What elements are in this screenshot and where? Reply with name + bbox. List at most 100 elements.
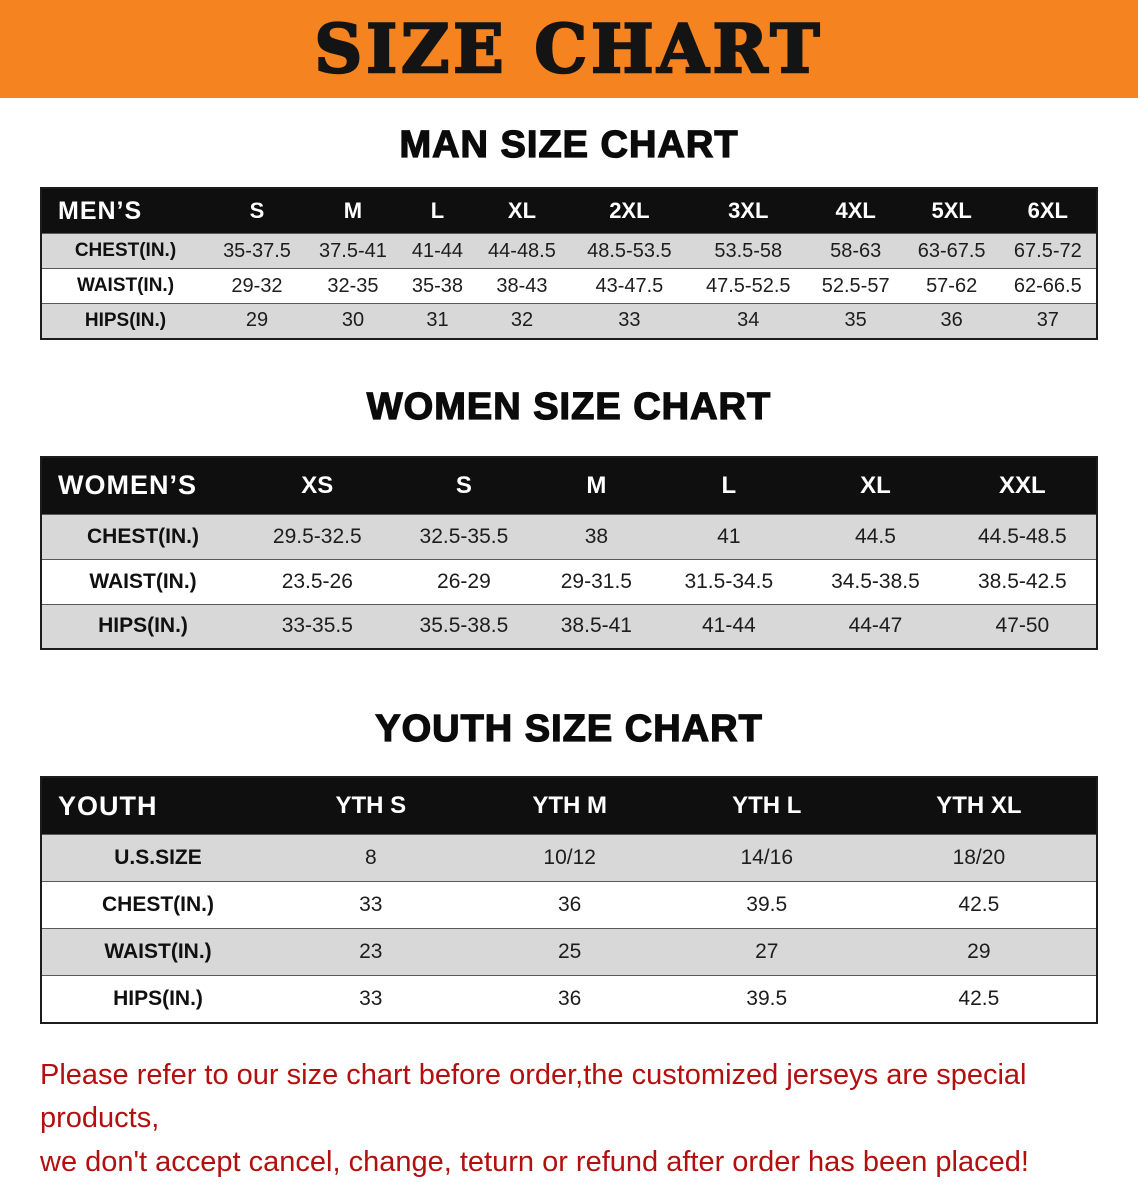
size-value-cell: 33 — [274, 882, 468, 929]
column-header: 5XL — [904, 188, 1000, 234]
size-value-cell: 29.5-32.5 — [244, 514, 391, 559]
row-label: WAIST(IN.) — [41, 559, 244, 604]
row-label: CHEST(IN.) — [41, 514, 244, 559]
size-value-cell: 29-32 — [209, 269, 305, 304]
column-header: YTH L — [672, 777, 862, 835]
table-title-cell: WOMEN’S — [41, 457, 244, 515]
row-label: WAIST(IN.) — [41, 929, 274, 976]
disclaimer-note: Please refer to our size chart before or… — [40, 1054, 1102, 1184]
row-label: HIPS(IN.) — [41, 976, 274, 1023]
size-value-cell: 31 — [401, 304, 474, 339]
column-header: YTH XL — [862, 777, 1097, 835]
size-value-cell: 29 — [209, 304, 305, 339]
size-value-cell: 62-66.5 — [1000, 269, 1097, 304]
size-value-cell: 31.5-34.5 — [656, 559, 803, 604]
size-value-cell: 58-63 — [808, 234, 904, 269]
size-value-cell: 34 — [689, 304, 808, 339]
size-value-cell: 36 — [468, 976, 672, 1023]
size-value-cell: 38.5-41 — [537, 604, 655, 649]
disclaimer-line-1: Please refer to our size chart before or… — [40, 1054, 1102, 1141]
size-value-cell: 33 — [570, 304, 689, 339]
row-label: U.S.SIZE — [41, 835, 274, 882]
size-value-cell: 35.5-38.5 — [391, 604, 538, 649]
youth-section-heading: YOUTH SIZE CHART — [0, 708, 1138, 751]
column-header: L — [656, 457, 803, 515]
size-value-cell: 52.5-57 — [808, 269, 904, 304]
size-value-cell: 29-31.5 — [537, 559, 655, 604]
size-value-cell: 63-67.5 — [904, 234, 1000, 269]
size-value-cell: 36 — [904, 304, 1000, 339]
size-value-cell: 26-29 — [391, 559, 538, 604]
column-header: 4XL — [808, 188, 904, 234]
size-value-cell: 47-50 — [949, 604, 1097, 649]
size-value-cell: 14/16 — [672, 835, 862, 882]
size-value-cell: 44-47 — [802, 604, 949, 649]
size-value-cell: 57-62 — [904, 269, 1000, 304]
size-value-cell: 32-35 — [305, 269, 401, 304]
size-value-cell: 25 — [468, 929, 672, 976]
size-value-cell: 44.5 — [802, 514, 949, 559]
size-value-cell: 32 — [474, 304, 570, 339]
men-section-heading: MAN SIZE CHART — [0, 124, 1138, 167]
column-header: S — [391, 457, 538, 515]
row-label: CHEST(IN.) — [41, 882, 274, 929]
size-chart-banner: SIZE CHART — [0, 0, 1138, 98]
size-value-cell: 38-43 — [474, 269, 570, 304]
size-value-cell: 39.5 — [672, 882, 862, 929]
size-value-cell: 41-44 — [656, 604, 803, 649]
size-value-cell: 37 — [1000, 304, 1097, 339]
size-value-cell: 35 — [808, 304, 904, 339]
size-value-cell: 30 — [305, 304, 401, 339]
size-value-cell: 38 — [537, 514, 655, 559]
size-value-cell: 35-38 — [401, 269, 474, 304]
size-value-cell: 34.5-38.5 — [802, 559, 949, 604]
column-header: 2XL — [570, 188, 689, 234]
row-label: HIPS(IN.) — [41, 604, 244, 649]
column-header: M — [305, 188, 401, 234]
size-value-cell: 35-37.5 — [209, 234, 305, 269]
size-value-cell: 44-48.5 — [474, 234, 570, 269]
banner-title: SIZE CHART — [315, 16, 824, 82]
column-header: XL — [802, 457, 949, 515]
size-value-cell: 27 — [672, 929, 862, 976]
size-value-cell: 39.5 — [672, 976, 862, 1023]
size-value-cell: 18/20 — [862, 835, 1097, 882]
size-value-cell: 67.5-72 — [1000, 234, 1097, 269]
column-header: XL — [474, 188, 570, 234]
size-value-cell: 38.5-42.5 — [949, 559, 1097, 604]
size-value-cell: 44.5-48.5 — [949, 514, 1097, 559]
table-title-cell: MEN’S — [41, 188, 209, 234]
women-section-heading: WOMEN SIZE CHART — [0, 386, 1138, 429]
size-value-cell: 8 — [274, 835, 468, 882]
column-header: 6XL — [1000, 188, 1097, 234]
size-value-cell: 43-47.5 — [570, 269, 689, 304]
size-value-cell: 23 — [274, 929, 468, 976]
size-value-cell: 48.5-53.5 — [570, 234, 689, 269]
size-value-cell: 32.5-35.5 — [391, 514, 538, 559]
size-value-cell: 41 — [656, 514, 803, 559]
size-value-cell: 53.5-58 — [689, 234, 808, 269]
size-value-cell: 33-35.5 — [244, 604, 391, 649]
column-header: 3XL — [689, 188, 808, 234]
row-label: WAIST(IN.) — [41, 269, 209, 304]
size-value-cell: 37.5-41 — [305, 234, 401, 269]
size-value-cell: 10/12 — [468, 835, 672, 882]
size-value-cell: 36 — [468, 882, 672, 929]
